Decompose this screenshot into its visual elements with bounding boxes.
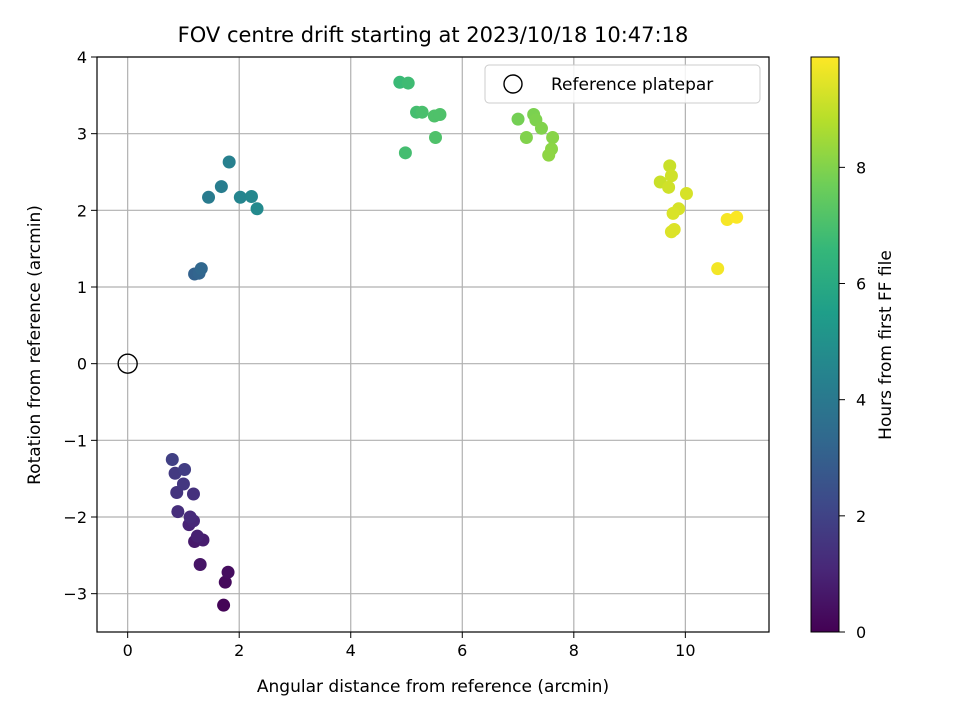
colorbar-tick-label: 8 [856, 158, 866, 177]
data-point [433, 108, 447, 121]
colorbar-ticks: 0 2 4 6 8 [839, 158, 866, 642]
y-tick-label: 4 [77, 48, 87, 67]
data-point [165, 453, 179, 466]
data-point [679, 186, 693, 200]
data-point [190, 529, 204, 543]
legend-marker-open-circle [503, 74, 523, 94]
y-tick-label: −2 [63, 508, 87, 527]
plot-frame [96, 56, 770, 633]
legend: Reference platepar [484, 64, 761, 104]
data-point [511, 112, 525, 126]
chart-title: FOV centre drift starting at 2023/10/18 … [178, 23, 689, 47]
x-tick-label: 10 [675, 641, 695, 660]
data-point [217, 598, 231, 612]
reference-platepar-marker [117, 353, 138, 374]
data-point [244, 190, 258, 204]
data-point [542, 148, 556, 162]
data-point [662, 180, 676, 194]
data-point [186, 487, 200, 501]
x-axis-ticks: 0 2 4 6 8 10 [123, 632, 696, 660]
data-point [233, 190, 247, 204]
data-point [183, 510, 197, 524]
colorbar-tick-label: 6 [856, 275, 866, 294]
data-point [519, 131, 533, 144]
data-point [711, 262, 725, 276]
colorbar-label: Hours from first FF file [876, 250, 896, 440]
data-point [664, 169, 678, 183]
data-point [222, 155, 236, 169]
y-tick-label: 0 [77, 355, 87, 374]
legend-box [484, 64, 761, 104]
data-point [534, 121, 548, 135]
data-point [415, 105, 429, 119]
data-point [193, 558, 207, 572]
data-point [401, 76, 415, 90]
legend-label-reference: Reference platepar [551, 75, 713, 95]
reference-layer [117, 353, 138, 374]
y-tick-label: −1 [63, 431, 87, 450]
data-point [221, 565, 235, 579]
y-axis-label: Rotation from reference (arcmin) [25, 205, 45, 485]
x-tick-label: 4 [346, 641, 356, 660]
y-tick-label: −3 [63, 585, 87, 604]
x-tick-label: 2 [234, 641, 244, 660]
data-point [171, 505, 185, 519]
data-point [666, 206, 680, 220]
colorbar-tick-label: 4 [856, 391, 866, 410]
y-tick-label: 2 [77, 201, 87, 220]
x-axis-label: Angular distance from reference (arcmin) [257, 677, 609, 697]
data-point [194, 262, 208, 276]
colorbar-tick-label: 0 [856, 623, 866, 642]
data-point [202, 190, 216, 204]
x-tick-label: 6 [457, 641, 467, 660]
data-point [250, 202, 264, 216]
data-point [730, 210, 744, 224]
data-point [429, 131, 443, 144]
x-tick-label: 8 [569, 641, 579, 660]
colorbar-gradient [810, 56, 840, 633]
y-tick-label: 1 [77, 278, 87, 297]
data-point [218, 575, 232, 589]
data-point [664, 225, 678, 239]
data-point [178, 462, 192, 476]
y-axis-ticks: −3 −2 −1 0 1 2 3 4 [63, 48, 97, 604]
colorbar: 0 2 4 6 8 Hours from first FF file [810, 56, 896, 642]
data-point [214, 180, 228, 194]
data-point [663, 159, 677, 173]
data-point [398, 146, 412, 160]
colorbar-tick-label: 2 [856, 507, 866, 526]
data-point [176, 477, 190, 491]
y-tick-label: 3 [77, 125, 87, 144]
data-point [546, 131, 560, 144]
x-tick-label: 0 [123, 641, 133, 660]
data-points [165, 75, 744, 612]
